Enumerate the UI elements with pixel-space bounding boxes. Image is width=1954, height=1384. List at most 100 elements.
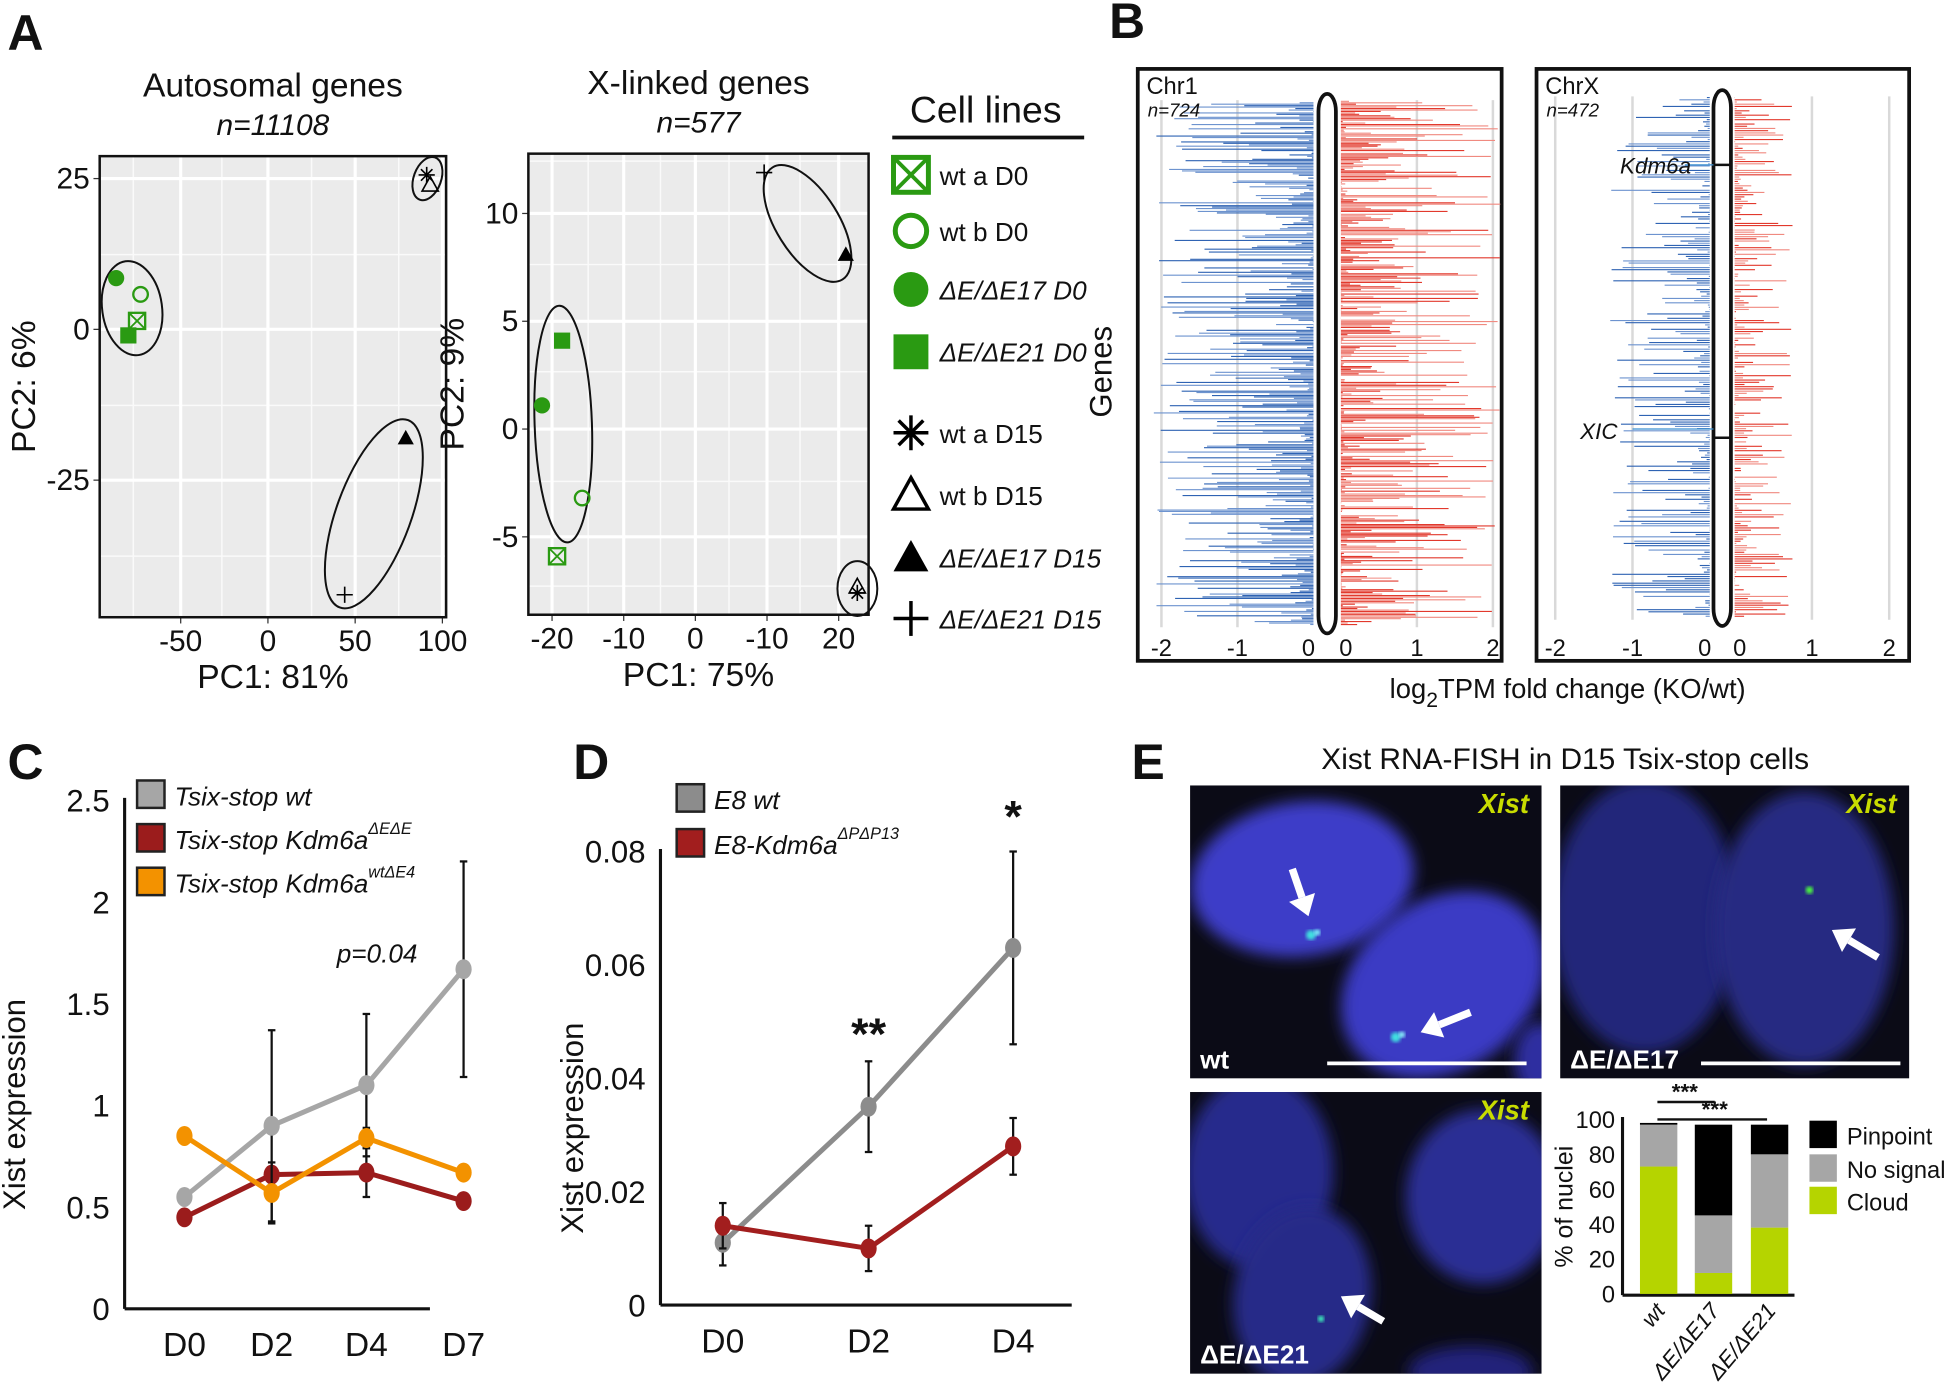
data-point [108, 269, 125, 287]
legend-label: wt a D15 [939, 419, 1043, 449]
data-point [397, 429, 414, 445]
kdm6a-annotation: Kdm6a [1620, 154, 1691, 179]
xist-signal [1398, 1031, 1406, 1038]
series-1 [714, 1116, 1022, 1273]
panel-label: A [7, 5, 43, 61]
arrow-shaft [1437, 1008, 1472, 1029]
chromosome-ideogram [1316, 91, 1338, 636]
x-tick-label: -20 [530, 622, 573, 655]
gene-count: n=472 [1547, 99, 1600, 120]
cross [892, 156, 930, 194]
gene-count: n=724 [1148, 99, 1201, 120]
x-tick-label: D4 [345, 1327, 388, 1364]
legend-label: ΔE/ΔE17 D0 [939, 275, 1088, 305]
nucleus [1408, 1346, 1533, 1374]
data-point [358, 1075, 375, 1096]
y-axis-label: PC2: 9% [435, 318, 472, 451]
data-point [358, 1128, 375, 1148]
legend-label-superscript: wtΔE4 [368, 864, 415, 882]
y-tick-label: 5 [502, 305, 519, 338]
arrow-icon [1831, 928, 1880, 961]
xist-signal [1314, 929, 1321, 936]
filled-square-icon [893, 334, 929, 370]
xist-signal [1305, 930, 1316, 940]
data-point [573, 489, 591, 507]
nucleus [1190, 800, 1414, 958]
legend-label-text: Tsix-stop Kdm6a [174, 825, 368, 855]
genotype-label: ΔE/ΔE21 [1200, 1340, 1309, 1370]
legend-item: ΔE/ΔE21 D15 [893, 601, 1102, 636]
data-point [1005, 1136, 1022, 1157]
bar-segment-pinpoint [1694, 1124, 1733, 1216]
y-tick-label: 100 [1576, 1108, 1615, 1134]
x-tick-label: 0 [1302, 636, 1315, 662]
x-tick-label: 100 [417, 625, 467, 658]
nuclei [1560, 785, 1895, 1066]
x-tick-label: D7 [442, 1327, 485, 1364]
x-tick-label: -10 [602, 622, 645, 655]
legend-item: Pinpoint [1809, 1120, 1933, 1150]
arrow-head [1340, 1294, 1366, 1319]
line-chart-3: 0 0.5 1 1.5 2 2.5 D0 D2 D4 D7 Xist expression Tsix-… [0, 779, 485, 1364]
bar-segment-pinpoint [1750, 1124, 1789, 1155]
legend-item: No signal [1809, 1154, 1945, 1184]
series-line [183, 1170, 465, 1220]
x-tick-label: -2 [1545, 636, 1566, 662]
legend-label: wt b D15 [939, 481, 1043, 511]
chromosome-label: ChrX [1545, 74, 1599, 100]
data-point [756, 164, 773, 181]
panel-label: D [573, 734, 609, 790]
y-tick-label: 0.5 [66, 1190, 109, 1225]
x-tick-label: wt [1636, 1298, 1670, 1332]
bar-segment-cloud [1750, 1227, 1789, 1294]
legend-item: wt b D0 [892, 212, 1029, 250]
y-tick-label: 0.08 [585, 835, 646, 870]
data-point [847, 576, 867, 594]
y-tick-label: -5 [492, 521, 519, 554]
x-tick-label: 1 [1805, 636, 1818, 662]
asterisk-icon [893, 415, 929, 451]
probe-label: Xist [1844, 788, 1898, 819]
legend-item: Tsix-stop wt [135, 779, 313, 811]
panel-label: E [1132, 734, 1165, 790]
x-axis-label-prefix: log [1390, 673, 1427, 704]
legend-label: Tsix-stop wt [174, 781, 313, 811]
legend-swatch [1809, 1186, 1837, 1215]
y-axis-label: Genes [1084, 326, 1119, 418]
series-0 [176, 860, 472, 1223]
legend-label: wt b D0 [939, 217, 1029, 247]
y-axis-label: Xist expression [0, 999, 32, 1210]
plot-subtitle: n=11108 [217, 109, 330, 142]
arrow-icon [1340, 1294, 1386, 1325]
x-tick-label: -50 [159, 625, 202, 658]
cluster-ellipse [762, 164, 853, 283]
stroke [420, 168, 433, 182]
legend-label-superscript: ΔEΔE [367, 820, 412, 838]
panel-label: B [1109, 0, 1145, 49]
legend-swatch [135, 779, 166, 810]
filled-circle-icon [893, 272, 929, 307]
legend-item: ΔE/ΔE17 D0 [893, 272, 1088, 307]
legend-label: Tsix-stop Kdm6awtΔE4 [174, 864, 415, 899]
y-tick-label: 2.5 [66, 784, 109, 819]
filled-triangle-icon [893, 539, 929, 572]
y-tick-label: 0.06 [585, 948, 646, 983]
y-tick-label: 0 [628, 1288, 645, 1323]
cross [548, 547, 566, 565]
nuclei [1190, 1092, 1542, 1374]
legend-item: E8 wt [675, 782, 781, 815]
y-axis-label: PC2: 6% [6, 320, 43, 453]
legend-swatch [1809, 1120, 1837, 1149]
xic-annotation: XIC [1579, 419, 1618, 444]
probe-label: Xist [1477, 1094, 1531, 1125]
y-tick-label: 0 [73, 313, 90, 346]
x-tick-label: -1 [1622, 636, 1643, 662]
data-point [418, 166, 435, 184]
data-point [1005, 937, 1022, 958]
legend-item: E8-Kdm6aΔPΔP13 [675, 825, 899, 860]
x-axis-label: PC1: 81% [197, 659, 348, 696]
nucleus [1232, 1207, 1372, 1374]
data-point [455, 1162, 472, 1183]
